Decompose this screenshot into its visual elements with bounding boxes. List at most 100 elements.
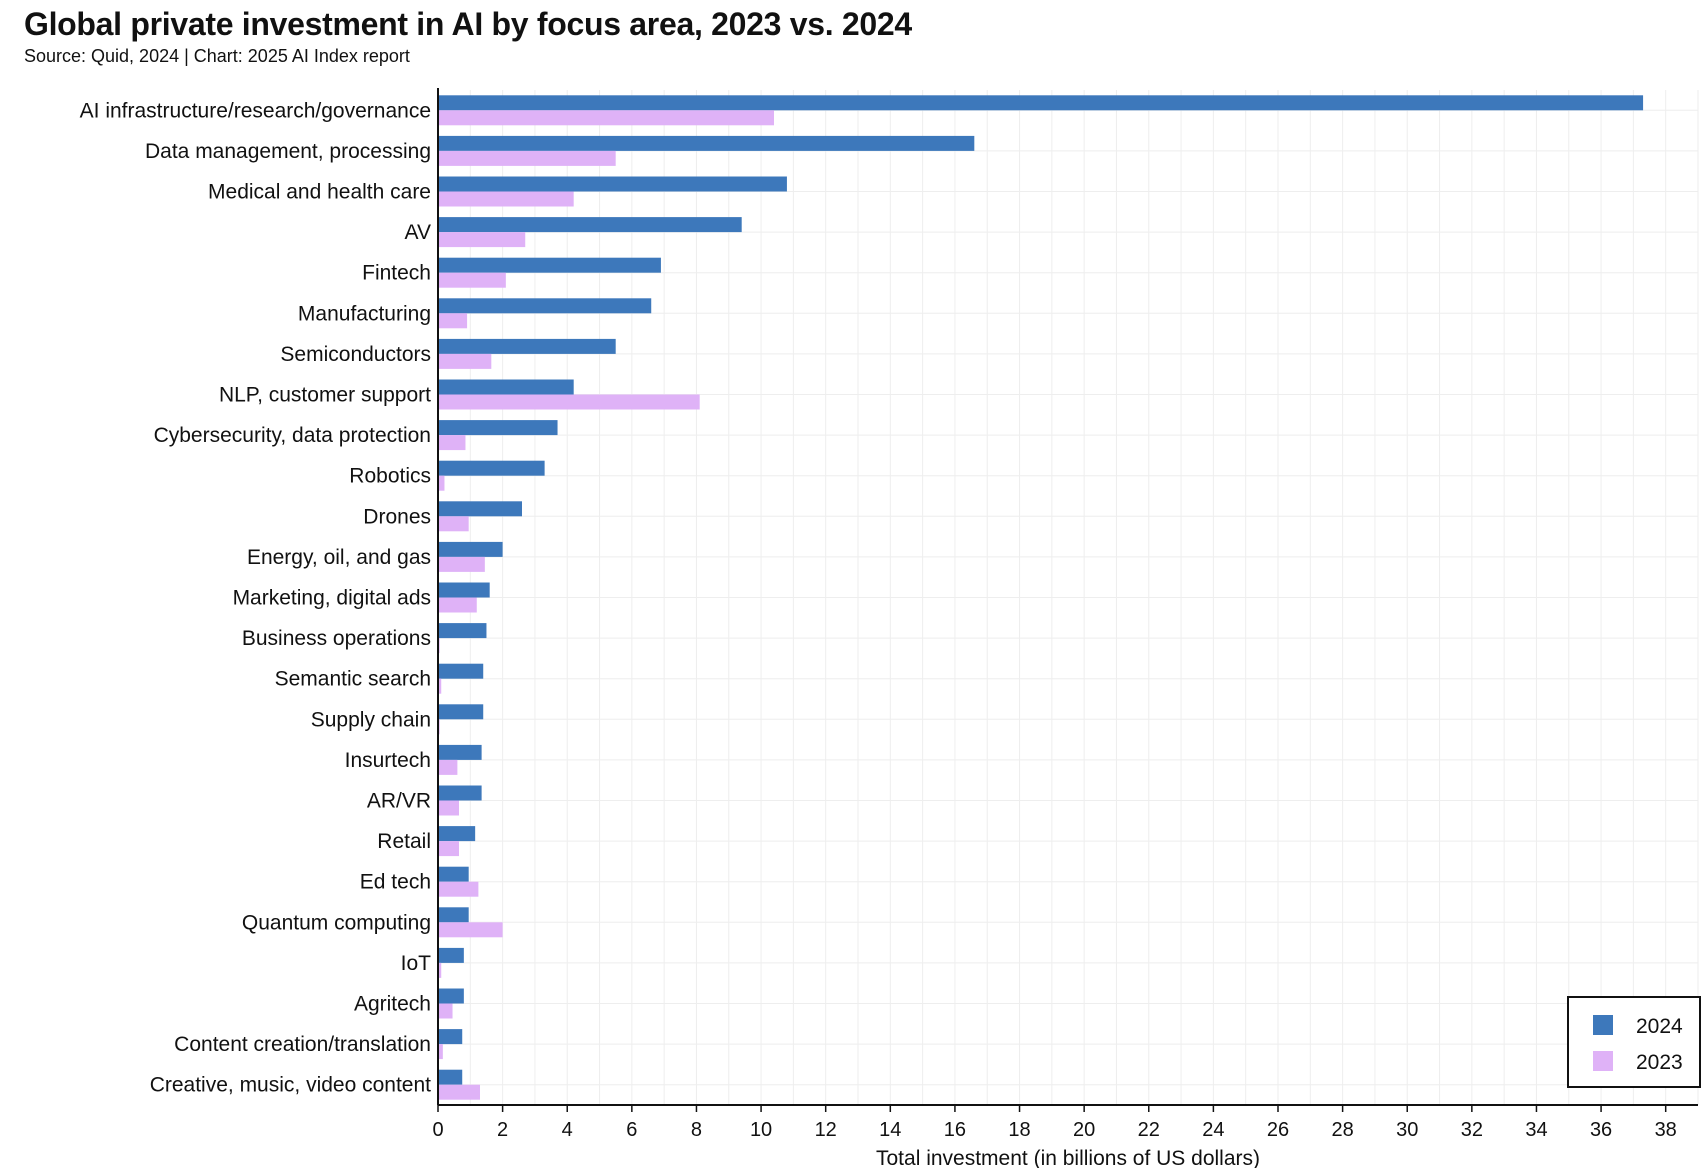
bar-2024 xyxy=(438,541,503,557)
bar-2023 xyxy=(438,394,700,410)
category-label: Business operations xyxy=(242,627,431,650)
legend-box xyxy=(1567,996,1701,1088)
legend-label: 2024 xyxy=(1636,1015,1683,1038)
bar-2023 xyxy=(438,759,458,775)
bar-2023 xyxy=(438,475,445,491)
bar-2024 xyxy=(438,135,975,151)
bar-2024 xyxy=(438,257,661,273)
x-tick-label: 38 xyxy=(1655,1119,1677,1141)
bar-2024 xyxy=(438,623,487,639)
bar-2023 xyxy=(438,1084,480,1100)
x-tick-label: 18 xyxy=(1008,1119,1030,1141)
bar-2023 xyxy=(438,313,468,329)
legend-swatch-2023 xyxy=(1593,1051,1613,1071)
category-label: Manufacturing xyxy=(298,302,431,325)
legend-swatch-2024 xyxy=(1593,1015,1613,1035)
category-label: Agritech xyxy=(354,993,431,1016)
bar-2023 xyxy=(438,841,459,857)
grid-lines xyxy=(438,90,1699,1105)
category-label: Ed tech xyxy=(360,871,431,894)
bar-2024 xyxy=(438,176,787,192)
category-labels: AI infrastructure/research/governance Dat… xyxy=(80,99,432,1096)
legend: 2024 2023 xyxy=(1567,996,1701,1088)
x-tick-label: 20 xyxy=(1073,1119,1095,1141)
category-label: Creative, music, video content xyxy=(150,1074,431,1097)
x-tick-label: 2 xyxy=(497,1119,508,1141)
x-tick-label: 16 xyxy=(944,1119,966,1141)
category-label: NLP, customer support xyxy=(219,384,431,407)
legend-label: 2023 xyxy=(1636,1051,1683,1074)
x-tick-label: 8 xyxy=(691,1119,702,1141)
bar-2024 xyxy=(438,338,616,354)
category-label: Semantic search xyxy=(275,668,431,691)
x-axis-label: Total investment (in billions of US doll… xyxy=(876,1147,1260,1168)
bar-2024 xyxy=(438,1069,463,1085)
category-label: Cybersecurity, data protection xyxy=(154,424,431,447)
category-label: AV xyxy=(405,221,431,244)
bar-2024 xyxy=(438,420,558,436)
bar-2024 xyxy=(438,95,1644,111)
bar-2023 xyxy=(438,556,485,572)
category-label: Drones xyxy=(363,505,431,528)
bar-2024 xyxy=(438,501,522,517)
bar-2023 xyxy=(438,1044,443,1060)
category-label: IoT xyxy=(401,952,432,975)
bar-2023 xyxy=(438,516,469,532)
bar-2023 xyxy=(438,191,574,207)
chart-subtitle: Source: Quid, 2024 | Chart: 2025 AI Inde… xyxy=(24,46,410,66)
bar-2024 xyxy=(438,988,464,1004)
x-tick-label: 28 xyxy=(1331,1119,1353,1141)
bar-2024 xyxy=(438,298,652,314)
bar-2023 xyxy=(438,922,503,938)
bar-2023 xyxy=(438,962,442,978)
bar-2023 xyxy=(438,881,479,897)
x-tick-label: 34 xyxy=(1525,1119,1547,1141)
bar-2024 xyxy=(438,947,464,963)
bar-2024 xyxy=(438,744,482,760)
category-label: Robotics xyxy=(349,465,431,488)
x-tick-label: 22 xyxy=(1138,1119,1160,1141)
category-label: Supply chain xyxy=(311,708,431,731)
bar-2023 xyxy=(438,800,459,816)
x-tick-label: 30 xyxy=(1396,1119,1418,1141)
bar-2024 xyxy=(438,785,482,801)
x-tick-label: 12 xyxy=(815,1119,837,1141)
bar-2023 xyxy=(438,435,466,451)
x-tick-label: 4 xyxy=(562,1119,573,1141)
category-label: Medical and health care xyxy=(208,181,431,204)
bar-2023 xyxy=(438,110,774,126)
category-label: Content creation/translation xyxy=(174,1033,431,1056)
x-axis-ticks: 0 2 4 6 8 10 12 14 16 18 20 22 24 26 28 30 32 34 36 38 xyxy=(432,1105,1677,1141)
category-label: AI infrastructure/research/governance xyxy=(80,99,431,122)
x-tick-label: 0 xyxy=(432,1119,443,1141)
bar-2023 xyxy=(438,678,442,694)
bar-2024 xyxy=(438,663,484,679)
bar-2024 xyxy=(438,866,469,882)
category-label: Data management, processing xyxy=(145,140,431,163)
category-label: Quantum computing xyxy=(242,911,431,934)
category-label: Marketing, digital ads xyxy=(233,587,431,610)
x-tick-label: 32 xyxy=(1461,1119,1483,1141)
bar-2023 xyxy=(438,353,492,369)
x-tick-label: 36 xyxy=(1590,1119,1612,1141)
category-label: AR/VR xyxy=(367,790,431,813)
bar-2024 xyxy=(438,582,490,598)
bar-2023 xyxy=(438,150,616,166)
x-tick-label: 10 xyxy=(750,1119,772,1141)
x-tick-label: 14 xyxy=(879,1119,901,1141)
bar-2024 xyxy=(438,907,469,923)
bar-2023 xyxy=(438,597,477,613)
x-tick-label: 26 xyxy=(1267,1119,1289,1141)
bar-2023 xyxy=(438,1003,453,1019)
x-tick-label: 24 xyxy=(1202,1119,1224,1141)
x-tick-label: 6 xyxy=(626,1119,637,1141)
chart-title: Global private investment in AI by focus… xyxy=(24,6,912,42)
bar-2024 xyxy=(438,826,476,842)
bar-2023 xyxy=(438,272,506,288)
bars xyxy=(438,95,1644,1100)
bar-2024 xyxy=(438,379,574,395)
bar-2024 xyxy=(438,1029,463,1045)
bar-2023 xyxy=(438,232,526,248)
category-label: Insurtech xyxy=(345,749,431,772)
